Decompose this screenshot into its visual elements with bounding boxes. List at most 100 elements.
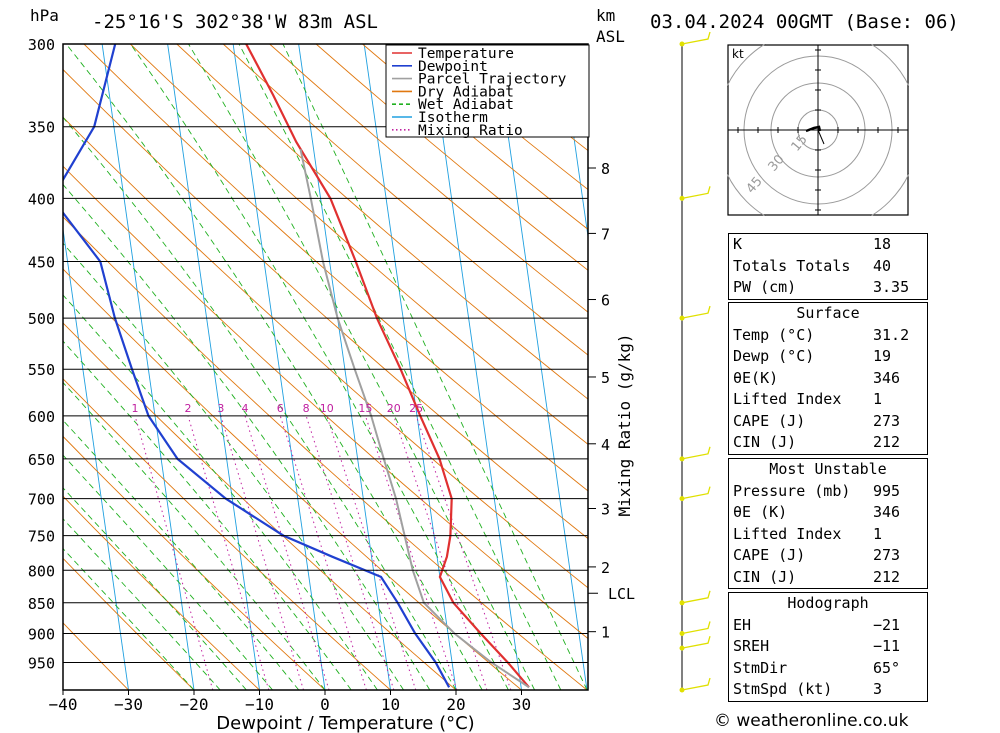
index-section-title: Surface bbox=[796, 304, 860, 322]
dry-adiabat-line bbox=[63, 165, 588, 640]
wet-adiabat-line bbox=[63, 183, 431, 690]
pressure-tick-label: 900 bbox=[28, 625, 55, 643]
pressure-tick-label: 300 bbox=[28, 36, 55, 54]
km-tick-label: 6 bbox=[601, 292, 610, 310]
x-axis-label: Dewpoint / Temperature (°C) bbox=[216, 713, 474, 733]
km-tick-label: 2 bbox=[601, 559, 610, 577]
pressure-tick-label: 550 bbox=[28, 361, 55, 379]
index-table-surface: Surface Temp (°C) 31.2 Dewp (°C) 19 θE(K) 346 L… bbox=[728, 302, 928, 455]
index-row: Lifted Index 1 bbox=[729, 524, 927, 546]
index-row: Temp (°C) 31.2 bbox=[729, 325, 927, 347]
km-tick-label: 4 bbox=[601, 436, 610, 454]
index-table-most-unstable: Most Unstable Pressure (mb) 995 θE (K) 346 Li… bbox=[728, 458, 928, 589]
mixing-ratio-line bbox=[415, 415, 512, 690]
mixing-ratio-label: 4 bbox=[242, 402, 249, 415]
wind-barb bbox=[681, 635, 711, 649]
km-tick-label: 3 bbox=[601, 500, 610, 518]
mixing-ratio-line bbox=[364, 415, 458, 690]
x-tick-label: −20 bbox=[180, 695, 209, 714]
index-value: 1 bbox=[873, 390, 883, 408]
index-name: PW (cm) bbox=[733, 278, 797, 296]
dry-adiabat-line bbox=[362, 44, 588, 230]
legend-entry: Isotherm bbox=[418, 110, 488, 126]
index-value: 40 bbox=[873, 256, 892, 275]
index-value: 1 bbox=[873, 524, 883, 543]
wind-barb-column bbox=[679, 31, 711, 693]
index-section-title: Hodograph bbox=[787, 594, 869, 612]
pressure-tick-label: 700 bbox=[28, 491, 55, 509]
index-value: 19 bbox=[873, 347, 892, 365]
index-row: SREH −11 bbox=[729, 636, 927, 658]
hodograph-unit-label: kt bbox=[732, 47, 744, 61]
index-row: StmSpd (kt) 3 bbox=[729, 679, 927, 701]
pressure-tick-label: 950 bbox=[28, 654, 55, 672]
index-row: K 18 bbox=[729, 234, 927, 256]
index-row: θE(K) 346 bbox=[729, 368, 927, 390]
km-tick-label: 8 bbox=[601, 160, 610, 178]
legend-entry: Mixing Ratio bbox=[418, 123, 523, 139]
index-name: K bbox=[733, 235, 743, 253]
pressure-tick-label: 600 bbox=[28, 408, 55, 426]
mixing-ratio-line bbox=[393, 415, 488, 690]
mixing-ratio-axis-label: Mixing Ratio (g/kg) bbox=[615, 333, 634, 516]
station-location: -25°16'S 302°38'W 83m ASL bbox=[92, 11, 378, 33]
isotherm-line bbox=[560, 44, 588, 240]
wind-barb bbox=[681, 31, 711, 45]
index-name: Pressure (mb) bbox=[733, 481, 851, 500]
dry-adiabat-line bbox=[269, 44, 588, 313]
dry-adiabat-line bbox=[222, 44, 588, 356]
index-value: 65° bbox=[873, 658, 901, 677]
mixing-ratio-label: 10 bbox=[320, 402, 334, 415]
x-tick-label: 0 bbox=[320, 695, 330, 714]
isotherm-line bbox=[429, 44, 522, 690]
index-row: EH −21 bbox=[729, 615, 927, 637]
pressure-tick-label: 450 bbox=[28, 254, 55, 272]
index-row: CAPE (J) 273 bbox=[729, 411, 927, 433]
wind-barb bbox=[681, 446, 711, 460]
legend-entry: Dewpoint bbox=[418, 59, 488, 75]
x-tick-label: −10 bbox=[245, 695, 274, 714]
mixing-ratio-label: 3 bbox=[217, 402, 224, 415]
isotherm-line bbox=[298, 44, 391, 690]
index-name: Temp (°C) bbox=[733, 325, 815, 344]
mixing-ratio-line bbox=[220, 415, 304, 690]
index-value: 346 bbox=[873, 503, 901, 521]
mixing-ratio-line bbox=[134, 415, 214, 690]
dry-adiabat-line bbox=[129, 44, 588, 445]
index-name: EH bbox=[733, 615, 752, 634]
index-value: 273 bbox=[873, 411, 901, 430]
legend-entry: Dry Adiabat bbox=[418, 84, 514, 100]
index-value: 346 bbox=[873, 368, 901, 387]
index-value: 31.2 bbox=[873, 325, 910, 344]
index-name: CAPE (J) bbox=[733, 411, 806, 430]
wind-barb bbox=[681, 305, 711, 319]
index-name: StmSpd (kt) bbox=[733, 680, 833, 698]
pressure-tick-label: 800 bbox=[28, 562, 55, 580]
pressure-tick-label: 650 bbox=[28, 451, 55, 469]
index-row: CAPE (J) 273 bbox=[729, 545, 927, 567]
isotherm-line bbox=[167, 44, 260, 690]
wind-barb bbox=[681, 186, 711, 199]
index-name: CIN (J) bbox=[733, 433, 797, 451]
dry-adiabat-line bbox=[63, 557, 195, 690]
index-name: SREH bbox=[733, 637, 770, 655]
index-name: Lifted Index bbox=[733, 390, 842, 408]
x-tick-label: −30 bbox=[114, 695, 143, 714]
dry-adiabat-line bbox=[63, 322, 457, 690]
index-name: θE (K) bbox=[733, 503, 788, 521]
index-value: 18 bbox=[873, 235, 892, 253]
legend-entry: Parcel Trajectory bbox=[418, 72, 567, 88]
index-row: θE (K) 346 bbox=[729, 502, 927, 524]
index-row: CIN (J) 212 bbox=[729, 567, 927, 589]
index-table-top: K 18 Totals Totals 40 PW (cm) 3.35 bbox=[728, 233, 928, 300]
index-value: 273 bbox=[873, 546, 901, 564]
pressure-tick-label: 850 bbox=[28, 595, 55, 613]
index-name: Lifted Index bbox=[733, 524, 842, 543]
index-row: Pressure (mb) 995 bbox=[729, 481, 927, 503]
index-name: StmDir bbox=[733, 658, 788, 677]
legend-box bbox=[385, 44, 590, 138]
wet-adiabat-line bbox=[63, 242, 404, 690]
x-tick-label: 20 bbox=[446, 695, 465, 714]
